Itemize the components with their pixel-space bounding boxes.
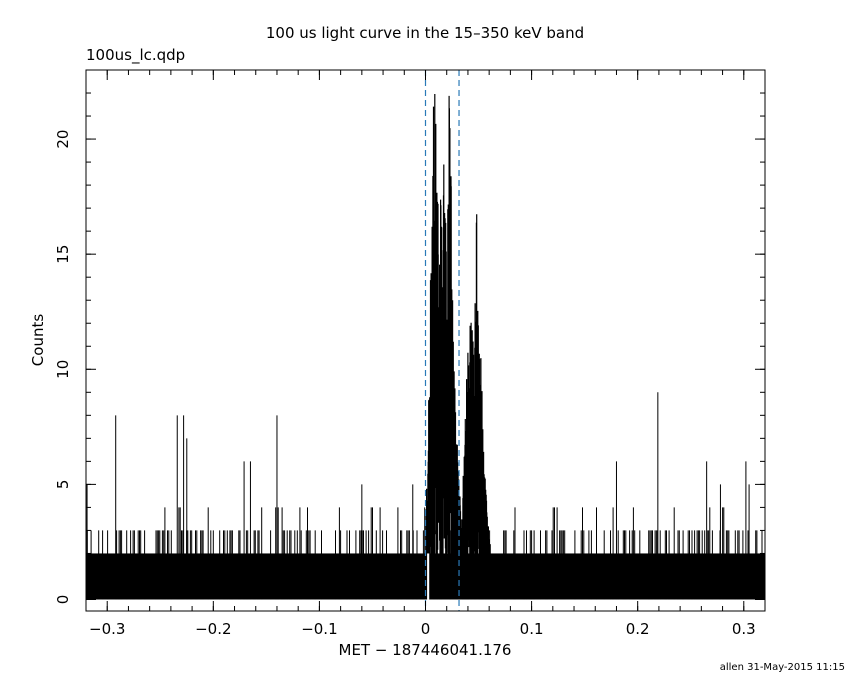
plot-frame: [85, 69, 766, 612]
x-tick-label: 0.2: [626, 620, 650, 638]
y-axis-label: Counts: [29, 314, 47, 367]
plot-area: −0.3 −0.2 −0.1 0 0.1 0.2 0.3 0 5 10 15 20: [54, 70, 766, 638]
x-tick-label: −0.1: [301, 620, 337, 638]
x-tick-label: −0.2: [195, 620, 231, 638]
footer-stamp: allen 31-May-2015 11:15: [720, 662, 845, 673]
y-tick-label: 0: [54, 595, 72, 605]
y-tick-label: 15: [54, 245, 72, 264]
y-tick-label: 20: [54, 130, 72, 149]
x-tick-label: 0: [421, 620, 431, 638]
chart-title: 100 us light curve in the 15–350 keV ban…: [266, 24, 584, 42]
x-tick-label: 0.3: [732, 620, 756, 638]
y-tick-label: 5: [54, 480, 72, 490]
y-tick-label: 10: [54, 360, 72, 379]
file-label: 100us_lc.qdp: [86, 46, 185, 65]
x-tick-label: −0.3: [89, 620, 125, 638]
x-tick-label: 0.1: [520, 620, 544, 638]
burst-gap: [427, 553, 430, 600]
x-axis-label: MET − 187446041.176: [339, 641, 512, 659]
